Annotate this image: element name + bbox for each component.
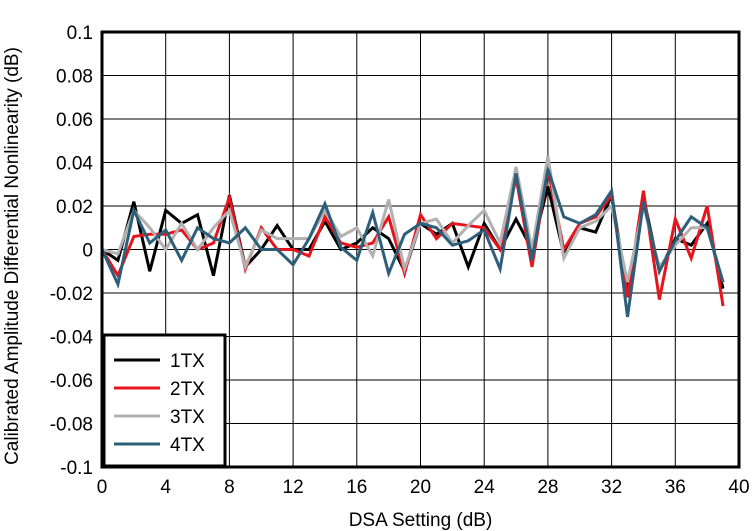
x-axis-title: DSA Setting (dB) (349, 510, 493, 531)
x-tick-label: 28 (537, 477, 558, 498)
y-tick-label: 0.1 (67, 23, 93, 44)
legend-label: 2TX (170, 379, 205, 400)
y-tick-label: -0.06 (50, 371, 93, 392)
legend-label: 4TX (170, 435, 205, 456)
x-tick-label: 0 (97, 477, 108, 498)
y-tick-label: 0.06 (56, 110, 93, 131)
legend-label: 1TX (170, 351, 205, 372)
x-tick-label: 24 (474, 477, 496, 498)
y-axis-title: Calibrated Amplitude Differential Nonlin… (2, 47, 23, 465)
y-tick-label: -0.02 (50, 284, 93, 305)
y-tick-label: -0.04 (50, 328, 94, 349)
y-tick-label: -0.08 (50, 415, 93, 436)
x-tick-label: 4 (160, 477, 171, 498)
legend-label: 3TX (170, 407, 205, 428)
x-tick-labels: 0 4 8 12 16 20 24 28 32 36 40 (97, 477, 750, 498)
plot-frame (100, 30, 741, 469)
y-tick-label: 0.08 (56, 67, 93, 88)
y-tick-label: 0.04 (56, 154, 93, 175)
x-tick-label: 16 (346, 477, 367, 498)
series-line-4tx (100, 168, 725, 318)
x-tick-label: 8 (224, 477, 235, 498)
x-tick-label: 32 (601, 477, 622, 498)
y-tick-label: 0.02 (56, 197, 93, 218)
x-tick-label: 12 (283, 477, 304, 498)
series-layer (100, 155, 725, 318)
legend-box (102, 333, 227, 468)
y-tick-labels: -0.1 -0.08 -0.06 -0.04 -0.02 0 0.02 0.04 0.06 0.0… (50, 23, 94, 479)
legend: 1TX 2TX 3TX 4TX (102, 333, 227, 468)
x-tick-label: 20 (410, 477, 431, 498)
x-tick-label: 36 (665, 477, 686, 498)
y-tick-label: -0.1 (60, 458, 93, 479)
x-tick-label: 40 (728, 477, 749, 498)
y-tick-label: 0 (82, 241, 93, 262)
